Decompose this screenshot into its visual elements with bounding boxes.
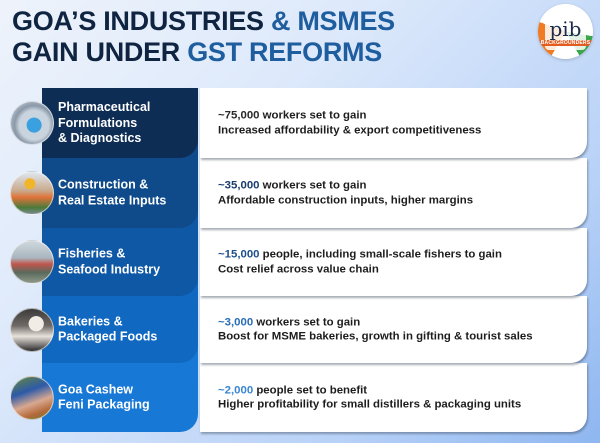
benefit-card: ~2,000 people set to benefit Higher prof… [200, 363, 587, 432]
worker-count: ~75,000 [218, 109, 260, 122]
benefit-card: ~35,000 workers set to gain Affordable c… [200, 158, 587, 228]
label-line: Real Estate Inputs [58, 193, 167, 207]
benefit-text: ~35,000 workers set to gain Affordable c… [218, 179, 473, 208]
benefit-card: ~15,000 people, including small-scale fi… [200, 228, 587, 296]
worker-count: ~15,000 [218, 248, 260, 261]
benefit-line: Affordable construction inputs, higher m… [218, 194, 474, 206]
title-text: GAIN UNDER [12, 37, 188, 67]
industries-list: Pharmaceutical Formulations & Diagnostic… [10, 88, 587, 432]
industry-row-construction: Construction & Real Estate Inputs ~35,00… [10, 138, 587, 228]
headline-rest: workers set to gain [259, 109, 367, 122]
page-title: GOA’S INDUSTRIES & MSMES GAIN UNDER GST … [12, 6, 395, 68]
headline-rest: people set to benefit [253, 384, 368, 396]
label-line: Seafood Industry [58, 262, 161, 276]
industry-label: Fisheries & Seafood Industry [58, 247, 192, 278]
title-highlight: & MSMES [270, 6, 395, 36]
headline: ~15,000 people, including small-scale fi… [218, 248, 502, 263]
benefit-text: ~2,000 people set to benefit Higher prof… [218, 383, 521, 412]
benefit-line: Higher profitability for small distiller… [218, 398, 522, 411]
headline-rest: people, including small-scale fishers to… [259, 248, 502, 261]
feni-distiller-photo-icon [10, 375, 54, 420]
benefit-text: ~75,000 workers set to gain Increased af… [218, 109, 481, 138]
fishermen-photo-icon [10, 240, 54, 284]
label-line: Fisheries & [58, 246, 126, 261]
title-line-1: GOA’S INDUSTRIES & MSMES [12, 6, 395, 37]
label-line: & Diagnostics [58, 130, 142, 145]
industry-tile: Pharmaceutical Formulations & Diagnostic… [42, 88, 198, 158]
label-line: Packaged Foods [58, 329, 158, 344]
industry-label: Goa Cashew Feni Packaging [58, 382, 192, 413]
benefit-card: ~75,000 workers set to gain Increased af… [200, 88, 587, 158]
benefit-line: Boost for MSME bakeries, growth in gifti… [218, 330, 533, 343]
benefit-line: Cost relief across value chain [218, 263, 379, 275]
label-line: Construction & [58, 177, 149, 192]
construction-worker-photo-icon [10, 171, 54, 215]
pib-logo: pib BACKGROUNDERS [538, 4, 593, 59]
industry-row-fisheries: Fisheries & Seafood Industry ~15,000 peo… [10, 208, 587, 296]
industry-label: Bakeries & Packaged Foods [58, 314, 192, 345]
headline: ~35,000 workers set to gain [218, 179, 473, 194]
label-line: Goa Cashew [58, 382, 134, 396]
benefit-text: ~3,000 workers set to gain Boost for MSM… [218, 315, 533, 344]
headline: ~3,000 workers set to gain [218, 315, 533, 330]
benefit-line: Increased affordability & export competi… [218, 124, 482, 136]
headline: ~75,000 workers set to gain [218, 109, 481, 124]
industry-row-feni: Goa Cashew Feni Packaging ~2,000 people … [10, 343, 587, 432]
label-line: Formulations [58, 115, 138, 130]
pharma-lab-photo-icon [10, 101, 54, 145]
industries-panel: Pharmaceutical Formulations & Diagnostic… [10, 88, 587, 432]
headline-rest: workers set to gain [259, 179, 367, 192]
label-line: Bakeries & [58, 314, 123, 328]
worker-count: ~2,000 [218, 384, 254, 396]
worker-count: ~3,000 [218, 316, 254, 328]
headline: ~2,000 people set to benefit [218, 383, 521, 398]
pib-logo-subtext: BACKGROUNDERS [538, 39, 593, 46]
headline-rest: workers set to gain [253, 316, 361, 328]
title-highlight: GST REFORMS [187, 37, 382, 67]
baker-photo-icon [10, 307, 54, 352]
label-line: Pharmaceutical [58, 99, 151, 114]
industry-row-pharma: Pharmaceutical Formulations & Diagnostic… [10, 88, 587, 158]
label-line: Feni Packaging [58, 397, 150, 412]
title-text: GOA’S INDUSTRIES [12, 6, 271, 36]
pib-logo-text: pib [549, 16, 582, 41]
worker-count: ~35,000 [218, 179, 260, 192]
industry-label: Construction & Real Estate Inputs [58, 178, 192, 209]
industry-label: Pharmaceutical Formulations & Diagnostic… [58, 100, 192, 147]
benefit-card: ~3,000 workers set to gain Boost for MSM… [200, 296, 587, 363]
title-line-2: GAIN UNDER GST REFORMS [12, 37, 395, 68]
pib-logo-badge: pib BACKGROUNDERS [538, 14, 593, 50]
benefit-text: ~15,000 people, including small-scale fi… [218, 248, 502, 277]
industry-row-bakeries: Bakeries & Packaged Foods ~3,000 workers… [10, 276, 587, 363]
